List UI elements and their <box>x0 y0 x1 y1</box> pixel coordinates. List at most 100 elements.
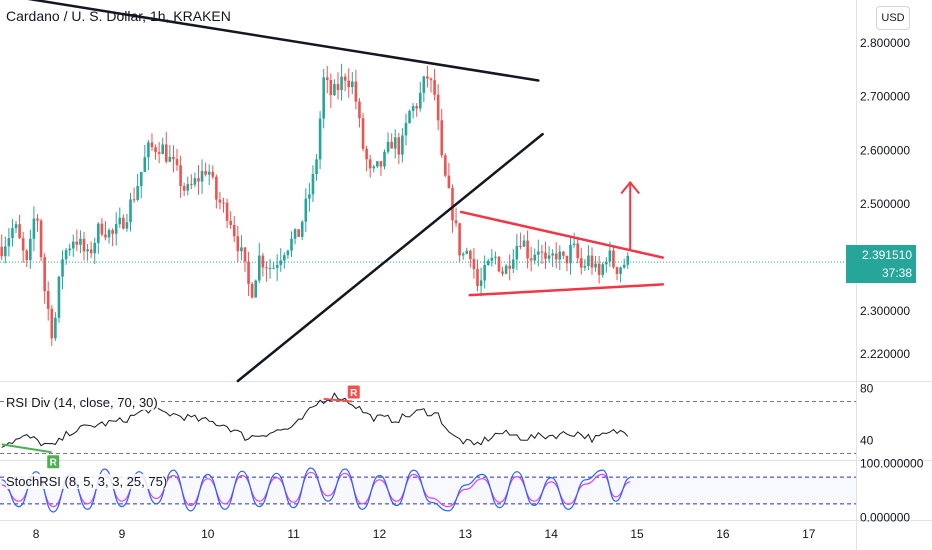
candle-body <box>254 280 258 298</box>
candle-body <box>590 255 594 268</box>
candle-body <box>11 228 14 239</box>
candle-body <box>612 250 615 268</box>
candle-body <box>393 137 397 149</box>
candle-body <box>368 159 372 169</box>
candle-body <box>529 258 533 261</box>
chart-title: Cardano / U. S. Dollar, 1h, KRAKEN <box>6 8 231 24</box>
candle-body <box>50 308 54 339</box>
candle-body <box>343 76 347 81</box>
stochrsi-pane: 100.000000 0.000000 <box>0 457 924 524</box>
candle-body <box>150 142 154 148</box>
candle-body <box>469 250 472 259</box>
candle-body <box>447 175 451 188</box>
candle-body <box>143 157 147 172</box>
current-price: 2.391510 <box>861 248 912 262</box>
candle-body <box>132 199 136 201</box>
candle-body <box>272 267 275 269</box>
candle-body <box>207 171 211 175</box>
candle-body <box>211 171 215 177</box>
candle-body <box>265 267 268 269</box>
candle-body <box>243 247 247 262</box>
candle-body <box>21 238 25 251</box>
candle-body <box>533 254 537 261</box>
trendline-drawings[interactable] <box>2 0 665 383</box>
candle-body <box>286 250 290 256</box>
candle-body <box>476 268 479 286</box>
candle-body <box>186 184 190 191</box>
time-tick-label: 11 <box>287 527 300 541</box>
time-tick-label: 17 <box>802 527 816 541</box>
rsi-tick-label: 80 <box>860 382 874 396</box>
candle-body <box>569 245 572 264</box>
stoch-k-line <box>1 467 631 513</box>
stoch-tick-label: 0.000000 <box>860 510 910 524</box>
candle-body <box>79 238 82 245</box>
candle-body <box>68 248 71 251</box>
candle-body <box>397 137 401 155</box>
bearish-divergence-marker-box <box>347 385 360 399</box>
pennant-upper-line <box>459 210 665 259</box>
time-tick-label: 13 <box>459 527 473 541</box>
candle-body <box>376 161 379 167</box>
rsi-tick-label: 40 <box>860 434 874 448</box>
candle-body <box>354 81 358 102</box>
candle-body <box>615 267 619 274</box>
candle-body <box>411 106 415 111</box>
current-price-tag: 2.391510 37:38 <box>846 245 916 283</box>
rsi-line <box>1 392 629 448</box>
candle-body <box>193 178 197 185</box>
bullish-divergence-marker-label: R <box>50 458 58 469</box>
candle-body <box>565 255 569 264</box>
stoch-tick-label: 100.000000 <box>860 457 924 471</box>
candle-body <box>333 84 336 96</box>
candle-body <box>7 238 11 247</box>
candle-body <box>139 171 143 187</box>
candle-body <box>451 187 454 221</box>
candle-body <box>497 256 501 272</box>
candle-body <box>440 120 444 156</box>
candle-body <box>358 101 361 119</box>
candle-body <box>157 152 161 154</box>
candle-body <box>136 186 139 200</box>
candle-body <box>594 263 597 268</box>
candle-body <box>25 250 29 261</box>
candle-body <box>329 79 333 96</box>
candle-body <box>526 240 529 259</box>
upper-trendline <box>27 0 540 82</box>
candle-body <box>93 242 97 254</box>
candle-body <box>257 255 261 281</box>
candle-body <box>551 253 554 256</box>
bullish-divergence-marker-box <box>47 455 60 469</box>
candle-body <box>461 253 465 256</box>
price-tick-label: 2.500000 <box>860 197 910 211</box>
candlestick-series <box>0 63 856 346</box>
candle-body <box>422 76 426 93</box>
price-tick-label: 2.600000 <box>860 143 910 157</box>
candle-body <box>14 224 18 229</box>
candle-body <box>626 255 630 265</box>
candle-body <box>36 218 39 221</box>
candle-body <box>365 148 368 160</box>
time-axis[interactable]: 8 9 10 11 12 13 14 15 16 17 <box>33 527 816 541</box>
currency-button[interactable]: USD <box>876 6 910 30</box>
rsi-indicator-label[interactable]: RSI Div (14, close, 70, 30) <box>6 395 158 410</box>
candle-body <box>454 220 458 224</box>
candle-body <box>118 217 122 225</box>
candle-body <box>558 251 562 260</box>
candle-body <box>275 265 279 268</box>
price-tick-label: 2.800000 <box>860 36 910 50</box>
candle-body <box>197 178 200 182</box>
candle-body <box>479 280 483 286</box>
price-axis[interactable]: 2.800000 2.700000 2.600000 2.500000 2.300000… <box>860 36 910 361</box>
candle-body <box>250 283 254 298</box>
candle-body <box>322 77 325 119</box>
candle-body <box>433 80 436 95</box>
candle-body <box>361 118 365 149</box>
candle-body <box>125 222 129 229</box>
candle-body <box>89 249 93 254</box>
candle-body <box>304 198 308 222</box>
stochrsi-indicator-label[interactable]: StochRSI (8, 5, 3, 3, 25, 75) <box>6 474 168 489</box>
candle-body <box>604 261 608 265</box>
candle-body <box>43 257 46 292</box>
